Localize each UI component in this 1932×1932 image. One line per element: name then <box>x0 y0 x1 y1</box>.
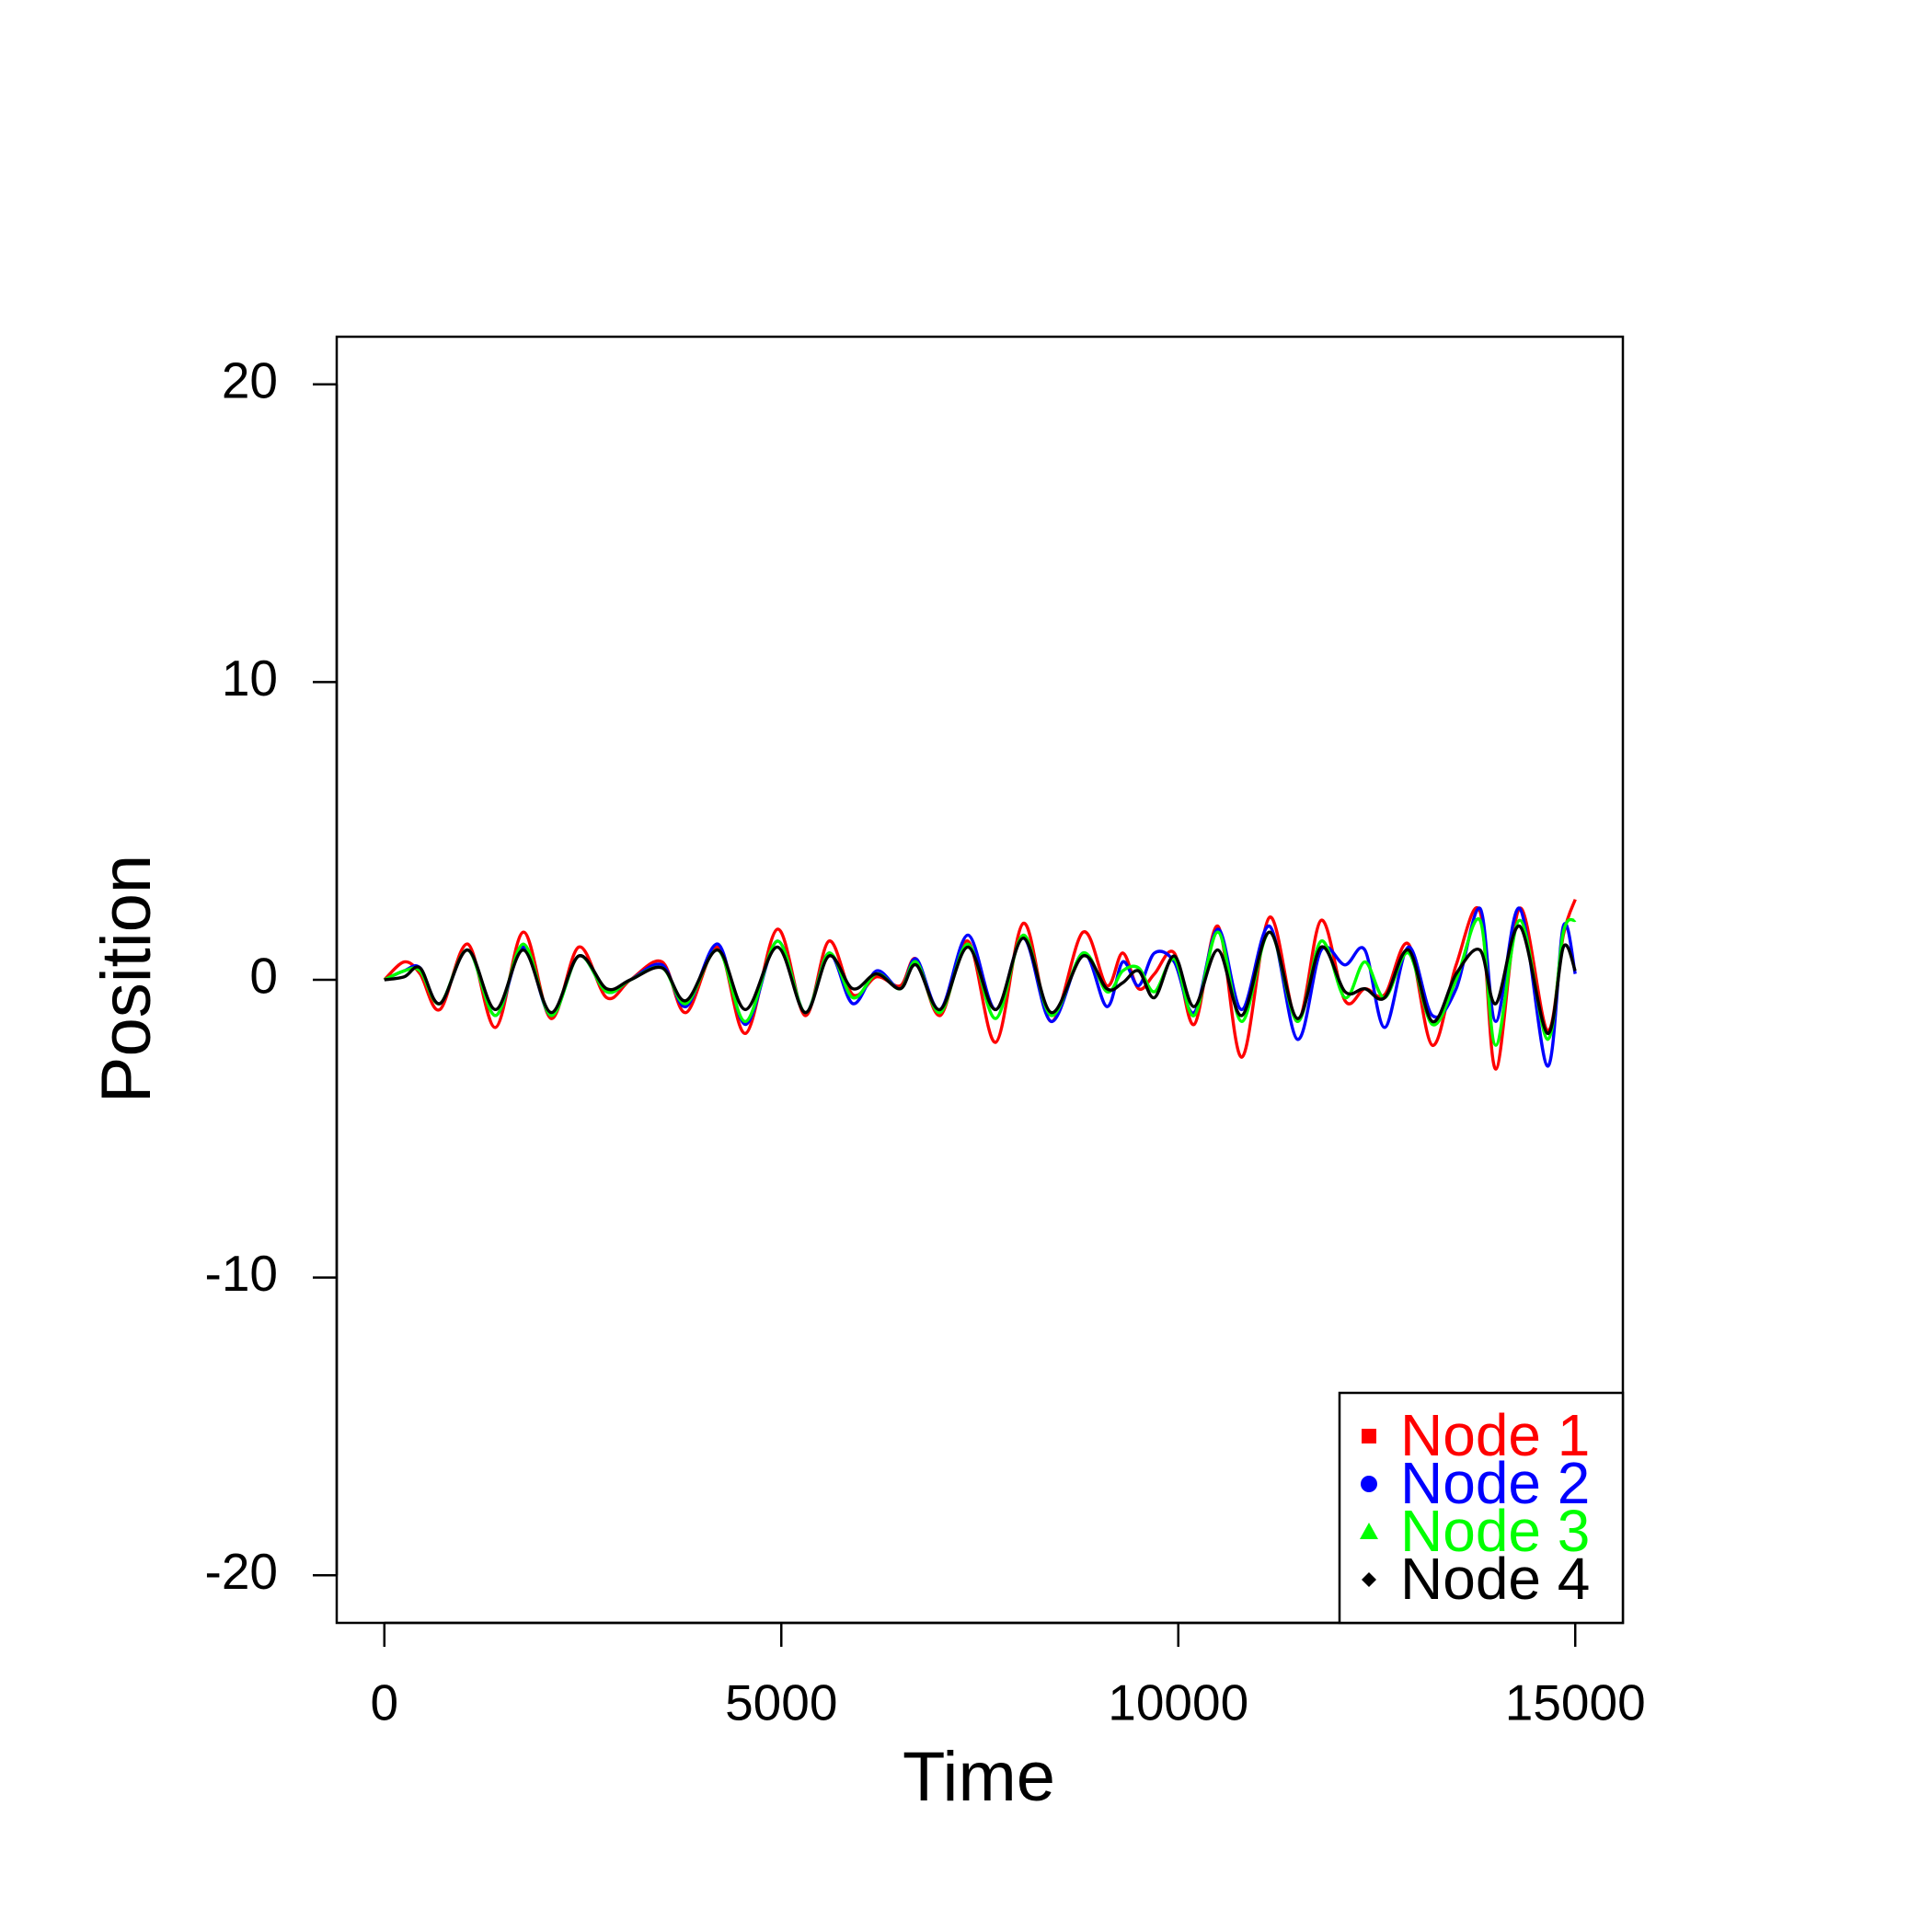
x-tick-label: 0 <box>370 1674 398 1731</box>
x-tick-label: 5000 <box>725 1674 837 1731</box>
legend-marker <box>1360 1523 1378 1539</box>
y-tick-label: 0 <box>249 948 278 1005</box>
x-axis-title: Time <box>903 1738 1055 1816</box>
legend-label: Node 2 <box>1400 1450 1590 1516</box>
legend-label: Node 1 <box>1400 1402 1590 1468</box>
legend-box <box>1338 1391 1625 1625</box>
y-tick-label: 10 <box>222 650 278 707</box>
y-tick-label: -10 <box>205 1245 279 1302</box>
legend-marker <box>1362 1429 1376 1443</box>
legend-label: Node 3 <box>1400 1498 1590 1564</box>
y-tick-label: 20 <box>222 351 278 408</box>
legend-marker <box>1362 1572 1376 1587</box>
series-line <box>384 925 1577 1035</box>
x-tick-label: 15000 <box>1505 1674 1646 1731</box>
y-axis-title: Position <box>87 855 166 1103</box>
x-tick-label: 10000 <box>1108 1674 1248 1731</box>
legend-label: Node 4 <box>1400 1546 1590 1612</box>
legend-marker <box>1361 1476 1377 1492</box>
y-tick-label: -20 <box>205 1543 279 1600</box>
